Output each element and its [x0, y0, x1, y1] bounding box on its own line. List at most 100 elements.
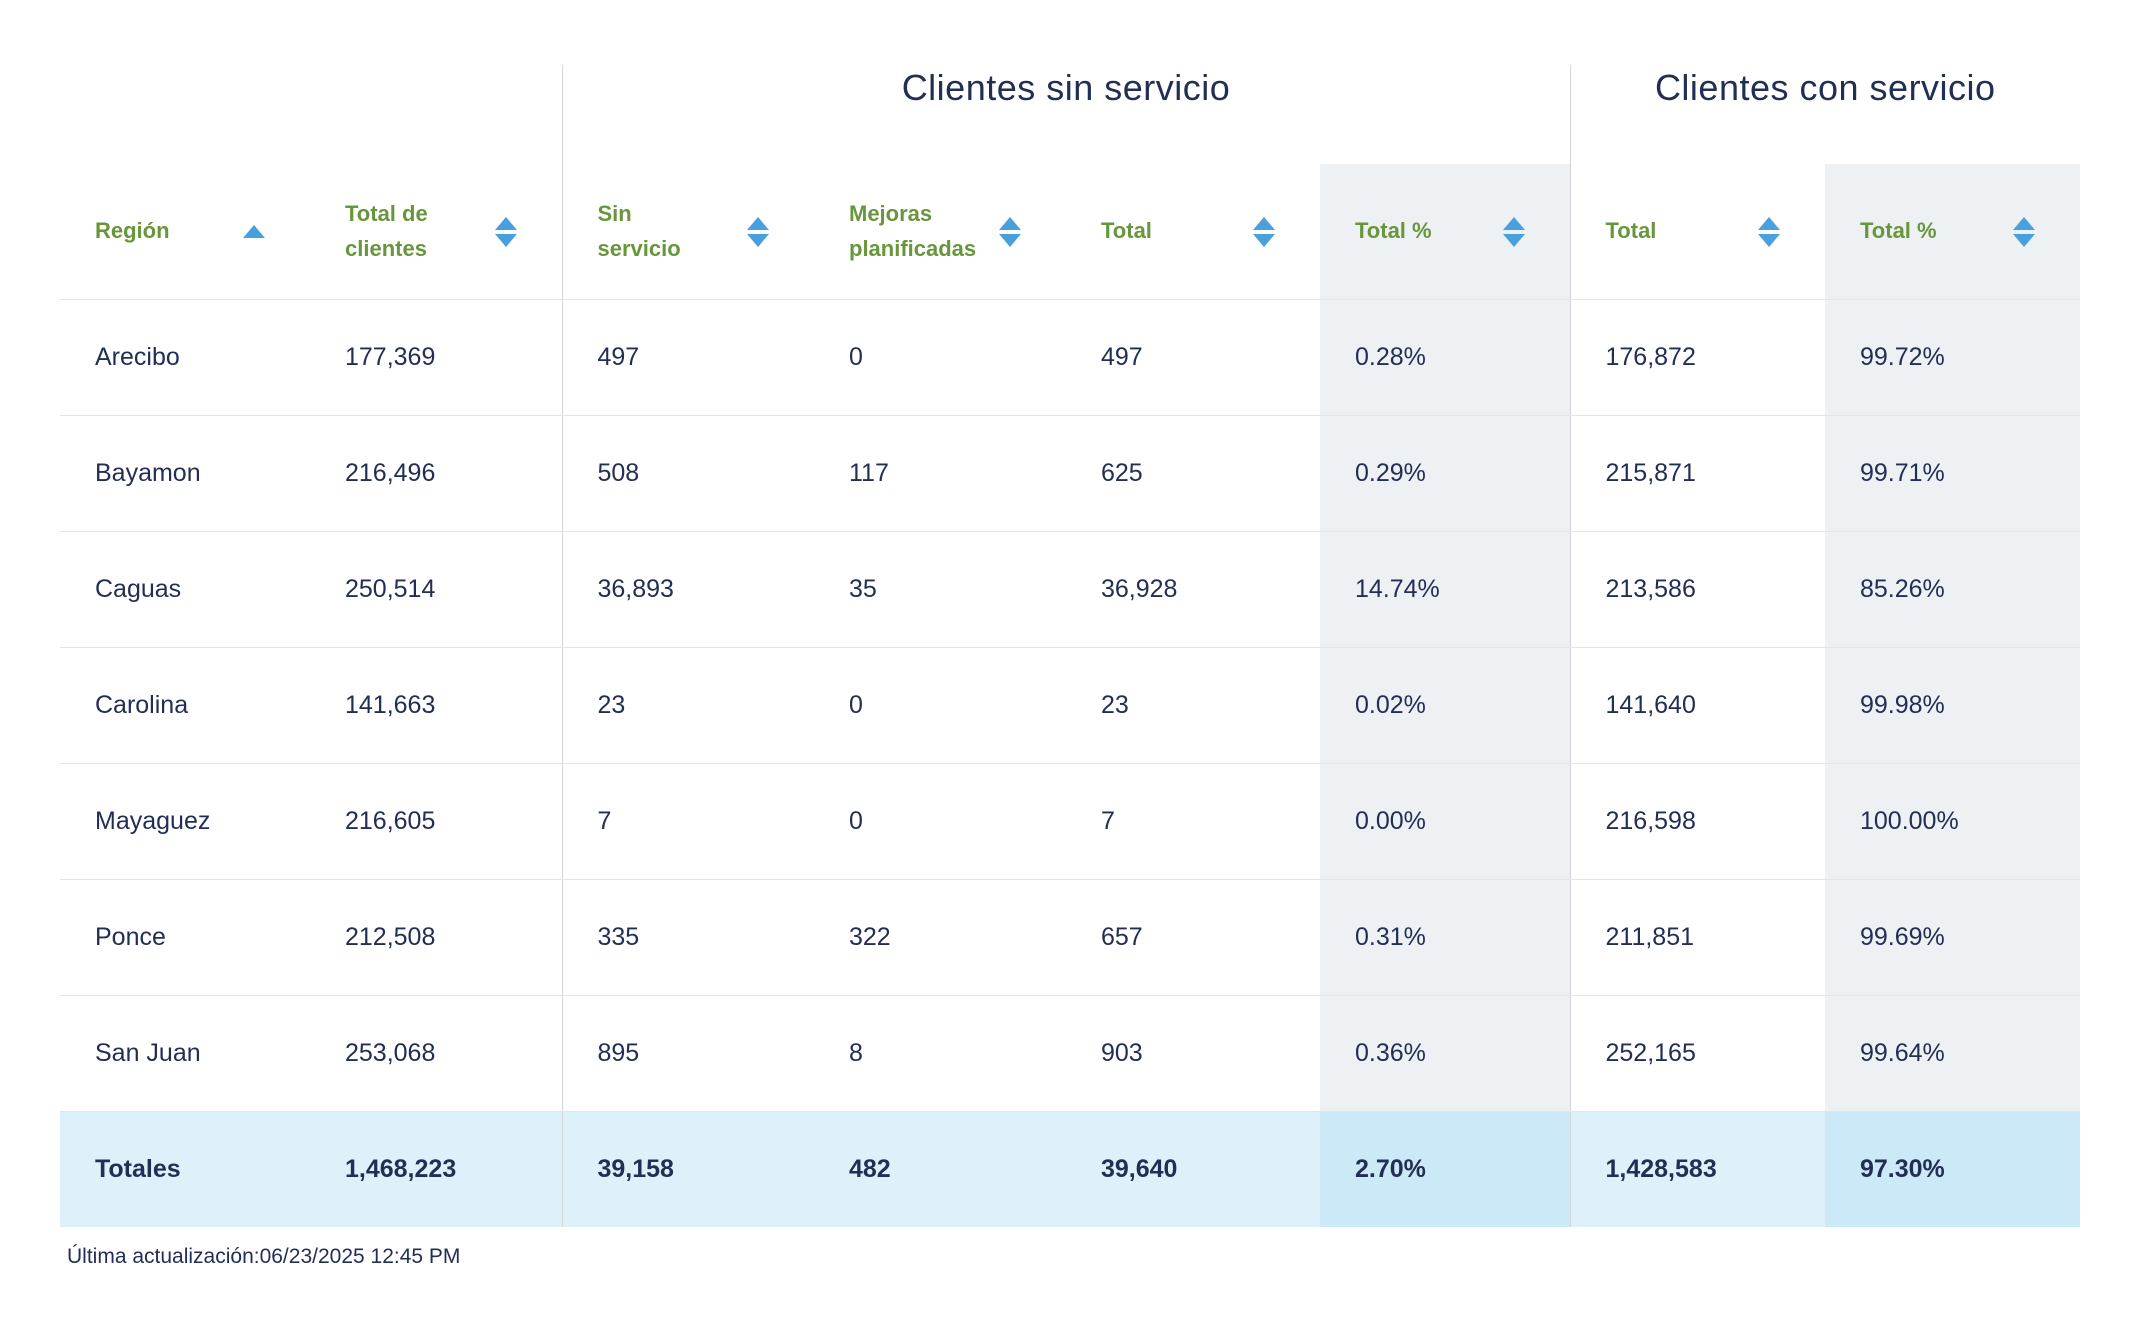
sort-icon[interactable]	[1502, 216, 1525, 247]
service-status-table: Clientes sin servicio Clientes con servi…	[60, 65, 2081, 1227]
table-row: Arecibo 177,369 497 0 497 0.28% 176,872 99.72%	[60, 299, 2081, 416]
cell-sin-servicio: 895	[561, 995, 814, 1112]
cell-mejoras: 8	[814, 995, 1066, 1112]
column-label: Región	[95, 218, 170, 244]
cell-total-pct-sin: 0.28%	[1320, 299, 1570, 416]
cell-total-pct-sin: 14.74%	[1320, 531, 1570, 648]
sort-icon[interactable]	[494, 216, 517, 247]
table-row: Ponce 212,508 335 322 657 0.31% 211,851 99.69%	[60, 879, 2081, 996]
cell-total-con: 141,640	[1569, 647, 1825, 764]
cell-total-clientes: 216,605	[310, 763, 562, 880]
cell-region: Ponce	[60, 879, 310, 996]
totals-sin-servicio: 39,158	[561, 1111, 814, 1227]
cell-region: San Juan	[60, 995, 310, 1112]
cell-total-pct-sin: 0.29%	[1320, 415, 1570, 532]
cell-total-pct-con: 99.69%	[1825, 879, 2081, 996]
cell-sin-servicio: 508	[561, 415, 814, 532]
column-header-total-pct-sin-servicio[interactable]: Total %	[1320, 164, 1570, 300]
cell-region: Carolina	[60, 647, 310, 764]
cell-region: Arecibo	[60, 299, 310, 416]
cell-total-pct-sin: 0.00%	[1320, 763, 1570, 880]
cell-total-pct-con: 85.26%	[1825, 531, 2081, 648]
column-header-total-pct-con-servicio[interactable]: Total %	[1825, 164, 2081, 300]
cell-total-pct-con: 99.72%	[1825, 299, 2081, 416]
column-header-total-sin-servicio[interactable]: Total	[1066, 164, 1320, 300]
cell-total-sin: 7	[1066, 763, 1320, 880]
last-updated-text: Última actualización:06/23/2025 12:45 PM	[67, 1245, 461, 1268]
cell-sin-servicio: 497	[561, 299, 814, 416]
cell-total-clientes: 253,068	[310, 995, 562, 1112]
cell-total-pct-con: 99.98%	[1825, 647, 2081, 764]
totals-total-con: 1,428,583	[1569, 1111, 1825, 1227]
cell-total-con: 176,872	[1569, 299, 1825, 416]
sort-icon[interactable]	[747, 216, 769, 247]
group-header-clientes-con-servicio: Clientes con servicio	[1569, 65, 2081, 164]
cell-total-clientes: 212,508	[310, 879, 562, 996]
sort-icon[interactable]	[1253, 216, 1275, 247]
column-header-mejoras-planificadas[interactable]: Mejoras planificadas	[814, 164, 1066, 300]
cell-total-pct-sin: 0.31%	[1320, 879, 1570, 996]
column-label: Total %	[1355, 218, 1432, 244]
cell-total-pct-con: 99.71%	[1825, 415, 2081, 532]
totals-total-sin: 39,640	[1066, 1111, 1320, 1227]
cell-total-sin: 625	[1066, 415, 1320, 532]
column-header-region[interactable]: Región	[60, 164, 310, 300]
cell-mejoras: 117	[814, 415, 1066, 532]
totals-row: Totales 1,468,223 39,158 482 39,640 2.70…	[60, 1111, 2081, 1227]
cell-total-con: 213,586	[1569, 531, 1825, 648]
cell-total-clientes: 177,369	[310, 299, 562, 416]
cell-total-pct-con: 99.64%	[1825, 995, 2081, 1112]
column-header-sin-servicio[interactable]: Sin servicio	[561, 164, 814, 300]
cell-sin-servicio: 7	[561, 763, 814, 880]
cell-mejoras: 0	[814, 647, 1066, 764]
cell-total-con: 215,871	[1569, 415, 1825, 532]
cell-total-sin: 36,928	[1066, 531, 1320, 648]
column-label: Sin servicio	[597, 201, 681, 261]
cell-region: Caguas	[60, 531, 310, 648]
cell-total-con: 211,851	[1569, 879, 1825, 996]
cell-total-pct-con: 100.00%	[1825, 763, 2081, 880]
column-label: Total de clientes	[345, 201, 428, 261]
column-header-total-con-servicio[interactable]: Total	[1569, 164, 1825, 300]
sort-icon[interactable]	[1758, 216, 1780, 247]
totals-label: Totales	[60, 1111, 310, 1227]
totals-total-clientes: 1,468,223	[310, 1111, 562, 1227]
cell-total-pct-sin: 0.02%	[1320, 647, 1570, 764]
cell-total-clientes: 250,514	[310, 531, 562, 648]
cell-total-pct-sin: 0.36%	[1320, 995, 1570, 1112]
cell-sin-servicio: 36,893	[561, 531, 814, 648]
cell-total-sin: 903	[1066, 995, 1320, 1112]
totals-total-pct-sin: 2.70%	[1320, 1111, 1570, 1227]
cell-mejoras: 322	[814, 879, 1066, 996]
cell-sin-servicio: 335	[561, 879, 814, 996]
cell-total-clientes: 141,663	[310, 647, 562, 764]
table-row: Carolina 141,663 23 0 23 0.02% 141,640 99.98%	[60, 647, 2081, 764]
table-row: San Juan 253,068 895 8 903 0.36% 252,165 99.64%	[60, 995, 2081, 1112]
column-header-row: Región Total de clientes Sin servicio	[60, 164, 2081, 300]
cell-total-con: 216,598	[1569, 763, 1825, 880]
group-header-spacer	[60, 65, 562, 164]
table-row: Caguas 250,514 36,893 35 36,928 14.74% 213,586…	[60, 531, 2081, 648]
cell-region: Mayaguez	[60, 763, 310, 880]
cell-total-sin: 657	[1066, 879, 1320, 996]
table-row: Mayaguez 216,605 7 0 7 0.00% 216,598 100.00%	[60, 763, 2081, 880]
column-label: Mejoras planificadas	[849, 201, 977, 261]
column-header-total-de-clientes[interactable]: Total de clientes	[310, 164, 562, 300]
cell-total-clientes: 216,496	[310, 415, 562, 532]
cell-total-sin: 497	[1066, 299, 1320, 416]
sort-icon[interactable]	[2013, 216, 2036, 247]
sort-icon[interactable]	[999, 216, 1021, 247]
table-body: Arecibo 177,369 497 0 497 0.28% 176,872 99.72% B…	[60, 299, 2081, 1112]
column-label: Total	[1101, 218, 1152, 244]
cell-mejoras: 0	[814, 299, 1066, 416]
cell-region: Bayamon	[60, 415, 310, 532]
group-header-row: Clientes sin servicio Clientes con servi…	[60, 65, 2081, 164]
cell-mejoras: 0	[814, 763, 1066, 880]
group-header-clientes-sin-servicio: Clientes sin servicio	[561, 65, 1570, 164]
totals-total-pct-con: 97.30%	[1825, 1111, 2081, 1227]
cell-mejoras: 35	[814, 531, 1066, 648]
sort-ascending-icon[interactable]	[243, 225, 265, 238]
column-label: Total %	[1860, 218, 1937, 244]
column-label: Total	[1605, 218, 1657, 244]
